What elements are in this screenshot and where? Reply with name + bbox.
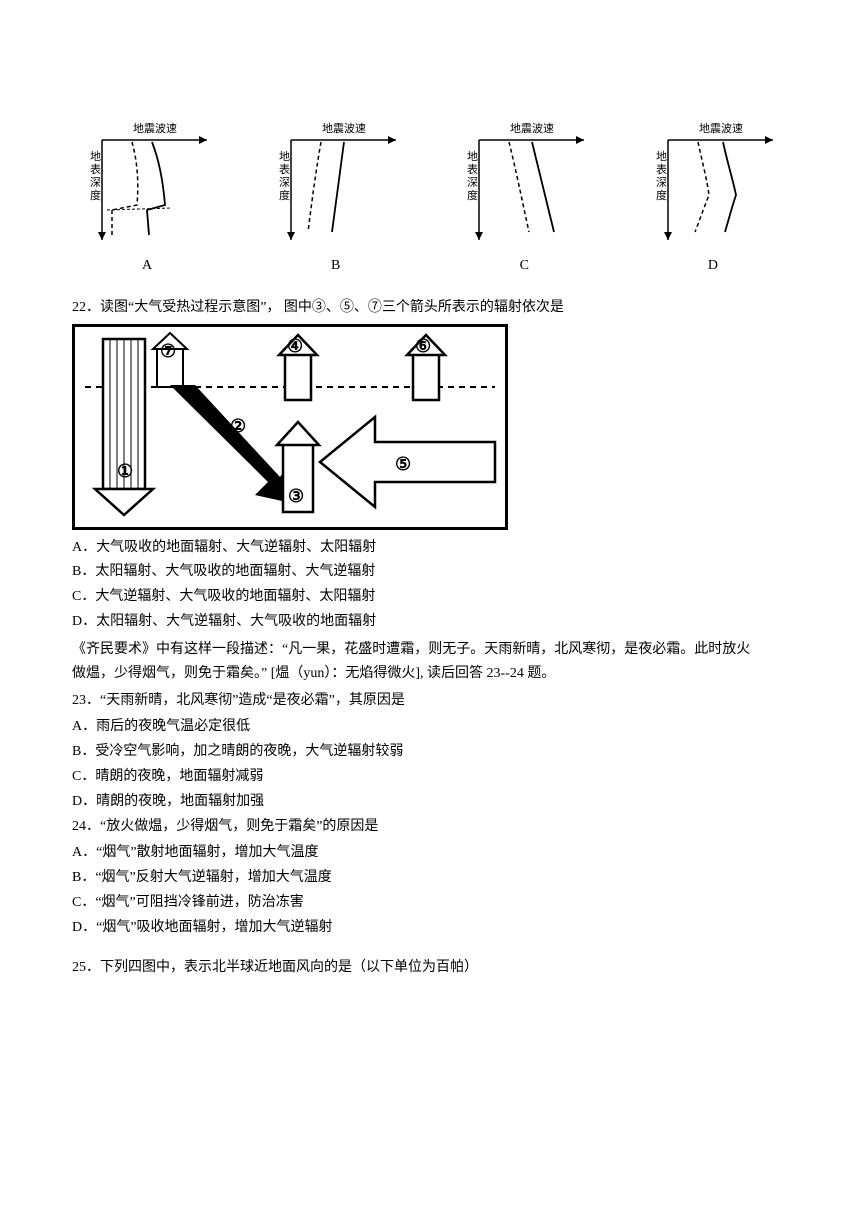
question-24: 24．“放火做煴，少得烟气，则免于霜矣”的原因是 [72,815,788,839]
svg-text:地: 地 [279,150,290,163]
svg-text:地: 地 [90,150,101,163]
q24-opt-b: B．“烟气”反射大气逆辐射，增加大气温度 [72,866,788,890]
label-4: ④ [287,336,303,356]
svg-text:深: 深 [656,176,667,189]
svg-text:地: 地 [656,150,667,163]
svg-text:深: 深 [467,176,478,189]
label-1: ① [117,461,133,481]
panel-captions: A B C D [72,254,788,278]
svg-text:度: 度 [90,188,101,202]
svg-text:度: 度 [656,188,667,202]
panel-b: 地震波速 地 表 深 度 [261,120,411,250]
label-6: ⑥ [415,336,431,356]
passage-line2: 做煴，少得烟气，则免于霜矣。” [煴（yun）：无焰得微火], 读后回答 23-… [72,666,555,681]
q22-num: 22． [72,300,100,315]
question-25: 25．下列四图中，表示北半球近地面风向的是（以下单位为百帕） [72,956,788,980]
q22-opt-b: B．太阳辐射、大气吸收的地面辐射、大气逆辐射 [72,560,788,584]
svg-text:地震波速: 地震波速 [699,122,743,135]
caption-b: B [261,254,411,278]
q24-opt-a: A．“烟气”散射地面辐射，增加大气温度 [72,841,788,865]
q22-opt-c: C．大气逆辐射、大气吸收的地面辐射、太阳辐射 [72,585,788,609]
svg-text:表: 表 [90,162,101,176]
panel-a: 地震波速 地 表 深 度 [72,120,222,250]
atmosphere-heating-diagram: ① ⑦ ② ③ ④ ⑤ ⑥ [72,324,508,530]
qimin-passage: 《齐民要术》中有这样一段描述：“凡一果，花盛时遭霜，则无子。天雨新晴，北风寒彻，… [72,638,788,686]
caption-d: D [638,254,788,278]
svg-text:地震波速: 地震波速 [510,122,554,135]
panel-c: 地震波速 地 表 深 度 [449,120,599,250]
caption-c: C [449,254,599,278]
arrow-1 [95,339,153,515]
q23-opt-d: D．晴朗的夜晚，地面辐射加强 [72,790,788,814]
question-23: 23．“天雨新晴，北风寒彻”造成“是夜必霜”，其原因是 [72,689,788,713]
svg-text:表: 表 [467,162,478,176]
svg-text:表: 表 [279,162,290,176]
svg-text:地震波速: 地震波速 [133,122,177,135]
seismic-panels: 地震波速 地 表 深 度 地震波速 地 表 深 度 [72,120,788,250]
svg-text:度: 度 [279,188,290,202]
svg-text:地: 地 [467,150,478,163]
label-5: ⑤ [395,454,411,474]
label-7: ⑦ [160,341,176,361]
q22-opt-a: A．大气吸收的地面辐射、大气逆辐射、太阳辐射 [72,536,788,560]
q24-opt-c: C．“烟气”可阻挡冷锋前进，防治冻害 [72,891,788,915]
q24-opt-d: D．“烟气”吸收地面辐射，增加大气逆辐射 [72,916,788,940]
caption-a: A [72,254,222,278]
q22-opt-d: D．太阳辐射、大气逆辐射、大气吸收的地面辐射 [72,610,788,634]
question-22: 22．读图“大气受热过程示意图”， 图中③、⑤、⑦三个箭头所表示的辐射依次是 [72,296,788,320]
q23-opt-b: B．受冷空气影响，加之晴朗的夜晚，大气逆辐射较弱 [72,740,788,764]
svg-text:地震波速: 地震波速 [322,122,366,135]
svg-text:表: 表 [656,162,667,176]
label-2: ② [230,416,246,436]
passage-line1: 《齐民要术》中有这样一段描述：“凡一果，花盛时遭霜，则无子。天雨新晴，北风寒彻，… [72,642,750,657]
panel-d: 地震波速 地 表 深 度 [638,120,788,250]
label-3: ③ [288,486,304,506]
svg-text:度: 度 [467,188,478,202]
q23-opt-a: A．雨后的夜晚气温必定很低 [72,715,788,739]
q22-text: 读图“大气受热过程示意图”， 图中③、⑤、⑦三个箭头所表示的辐射依次是 [100,300,564,315]
svg-text:深: 深 [90,176,101,189]
q23-opt-c: C．晴朗的夜晚，地面辐射减弱 [72,765,788,789]
svg-text:深: 深 [279,176,290,189]
